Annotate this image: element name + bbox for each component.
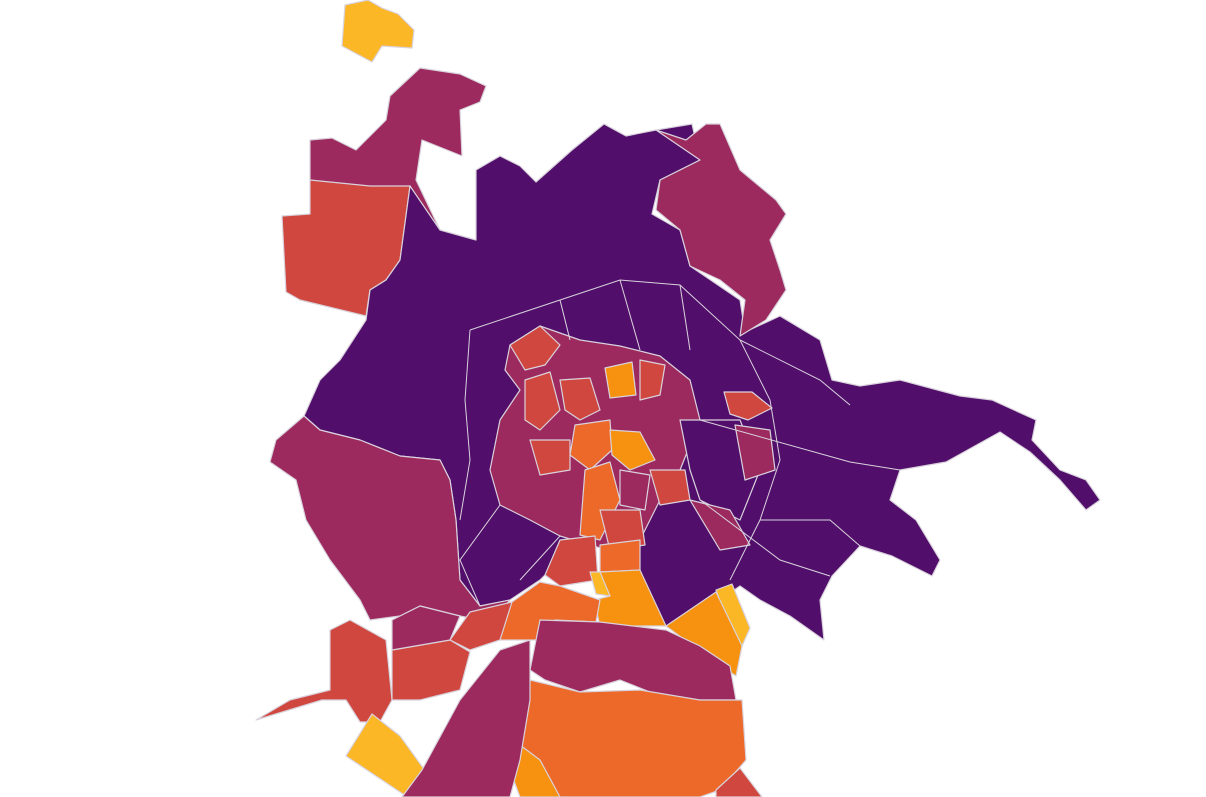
district-border [619,279,641,351]
map-region [524,371,561,431]
map-region [655,123,787,337]
map-region [544,535,599,587]
map-region [341,0,415,63]
map-region [255,619,393,723]
map-region [639,359,666,401]
map-region [715,767,763,797]
map-region [509,325,561,371]
map-region [559,377,601,421]
map-region [609,429,656,471]
map-region [604,361,637,399]
district-border [760,519,861,547]
map-region [599,509,646,551]
map-region [391,639,471,701]
map-region [599,539,641,573]
map-region [401,639,531,797]
district-border [559,299,571,341]
map-region [569,419,613,471]
district-border [739,339,851,406]
map-region [529,439,571,476]
map-region [449,601,513,651]
district-border [679,284,691,351]
map-region [619,469,651,511]
district-border [699,419,901,471]
map-region [345,713,427,797]
district-border [519,535,561,581]
map-region [723,391,773,421]
map-region [391,605,461,651]
district-border [459,329,471,521]
map-region [689,499,751,551]
district-border [699,499,831,577]
district-border [459,504,501,607]
map-region [734,424,776,481]
